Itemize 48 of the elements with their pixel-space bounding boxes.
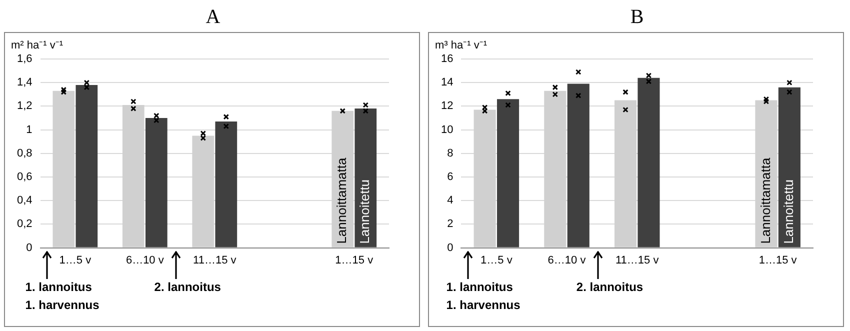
chart-title: B: [629, 5, 645, 30]
bar: [215, 122, 238, 248]
y-tick-label: 8: [447, 147, 454, 160]
text: 1. lannoitus: [446, 280, 513, 294]
y-tick-label: 0: [447, 242, 454, 254]
y-tick-label: 6: [447, 171, 454, 184]
bar: [76, 84, 98, 248]
x-tick-label: 1…5 v: [59, 254, 92, 266]
x-tick-label: 11…15 v: [616, 254, 660, 266]
text: 1. harvennus: [25, 298, 100, 312]
chart-title: A: [204, 5, 222, 30]
y-axis-title: m³ ha⁻¹ v⁻¹: [435, 40, 488, 52]
x-tick-label: 11…15 v: [193, 254, 237, 266]
y-tick-label: 1,4: [16, 76, 32, 89]
x-tick-label: 6…10 v: [126, 254, 164, 266]
bar: [496, 99, 520, 248]
x-tick-label: 1…5 v: [480, 254, 513, 266]
text: 2. lannoitus: [154, 280, 221, 294]
series-label: Lannoitettu: [357, 179, 372, 244]
bar: [145, 118, 168, 248]
y-tick-label: 12: [440, 100, 454, 112]
y-tick-label: 2: [447, 218, 454, 230]
bar: [778, 87, 800, 248]
y-tick-label: 14: [440, 76, 454, 89]
x-tick-label: 1…15 v: [335, 254, 374, 266]
x-tick-label: 6…10 v: [548, 254, 586, 266]
y-tick-label: 0,4: [16, 194, 32, 207]
bar: [638, 78, 660, 248]
y-tick-label: 0,6: [16, 171, 32, 184]
y-tick-label: 1,6: [16, 53, 32, 66]
y-tick-label: 0,8: [16, 147, 32, 160]
y-tick-label: 0: [26, 242, 32, 254]
y-axis-title: m² ha⁻¹ v⁻¹: [11, 40, 64, 52]
y-tick-label: 1: [26, 124, 32, 136]
y-tick-label: 16: [440, 53, 454, 66]
y-tick-label: 4: [447, 194, 454, 207]
y-tick-label: 10: [440, 124, 454, 136]
bar: [354, 108, 377, 248]
y-tick-label: 1,2: [16, 100, 32, 112]
y-tick-label: 0,2: [16, 218, 32, 230]
series-label: Lannoittamatta: [758, 157, 773, 244]
text: 1. harvennus: [446, 298, 520, 312]
series-label: Lannoitettu: [781, 179, 796, 244]
x-tick-label: 1…15 v: [758, 254, 798, 266]
text: 1. lannoitus: [25, 280, 92, 294]
text: 2. lannoitus: [576, 280, 644, 294]
series-label: Lannoittamatta: [334, 157, 350, 244]
bar: [567, 84, 590, 248]
